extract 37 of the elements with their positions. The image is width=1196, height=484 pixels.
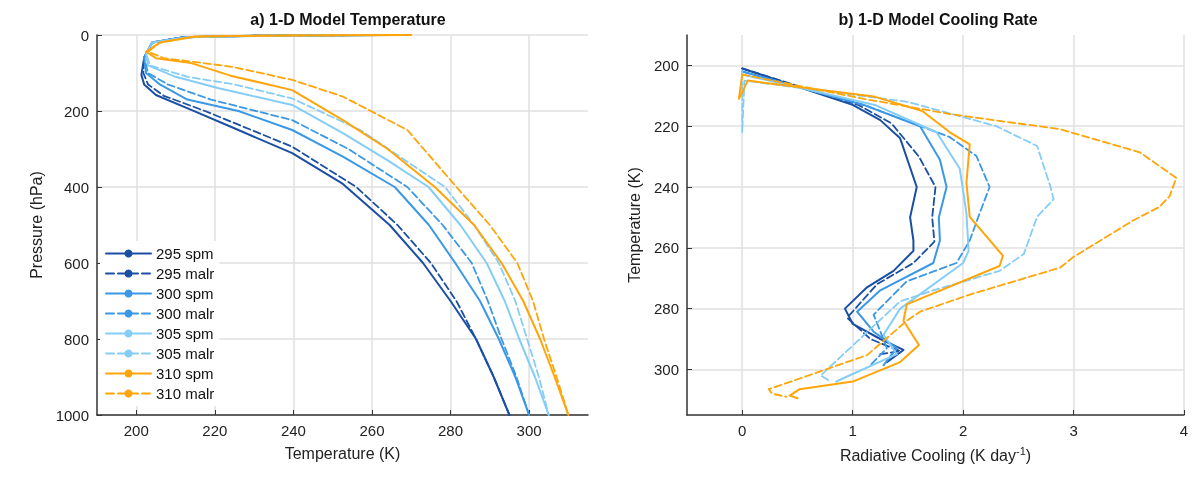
chart-title: a) 1-D Model Temperature [250, 10, 446, 28]
x-tick-label: 1 [848, 422, 857, 439]
y-tick-label: 220 [653, 117, 679, 135]
legend-label: 310 malr [156, 385, 215, 402]
x-tick-label: 280 [438, 422, 464, 439]
y-tick-label: 1000 [55, 406, 89, 424]
x-tick-label: 3 [1069, 422, 1078, 439]
legend-label: 295 spm [156, 245, 214, 262]
x-tick-label: 240 [280, 422, 306, 439]
y-axis-title: Temperature (K) [625, 167, 643, 283]
legend-label: 300 spm [156, 285, 214, 302]
y-tick-label: 260 [653, 239, 679, 257]
x-tick-label: 260 [359, 422, 385, 439]
y-tick-label: 200 [653, 56, 679, 74]
y-tick-label: 800 [63, 330, 89, 348]
y-tick-label: 0 [80, 26, 89, 44]
x-axis-title: Temperature (K) [284, 444, 401, 462]
legend-label: 305 malr [156, 345, 215, 362]
y-tick-label: 240 [653, 178, 679, 196]
y-tick-label: 400 [63, 178, 89, 196]
line-series [741, 70, 1055, 383]
x-tick-label: 4 [1179, 422, 1189, 439]
x-tick-label: 2 [958, 422, 968, 439]
y-tick-label: 600 [63, 254, 89, 272]
chart-title: b) 1-D Model Cooling Rate [838, 10, 1038, 28]
y-tick-label: 280 [653, 300, 679, 318]
x-tick-label: 0 [738, 422, 747, 439]
legend-label: 310 spm [156, 365, 214, 382]
legend-label: 295 malr [156, 265, 215, 282]
y-axis-title: Pressure (hPa) [28, 171, 46, 279]
x-tick-label: 220 [202, 422, 228, 439]
y-tick-label: 300 [653, 360, 679, 378]
x-tick-label: 300 [516, 422, 542, 439]
y-tick-label: 200 [63, 102, 89, 120]
legend-label: 305 spm [156, 325, 214, 342]
x-tick-label: 200 [123, 422, 149, 439]
legend-label: 300 malr [156, 305, 215, 322]
